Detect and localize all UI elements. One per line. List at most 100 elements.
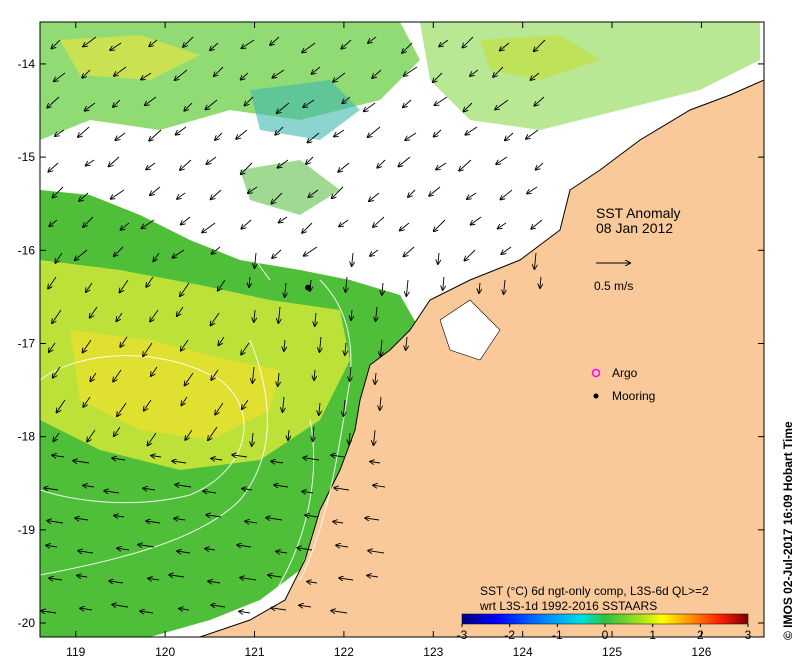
current-vector xyxy=(313,426,314,441)
current-vector xyxy=(252,366,254,383)
current-vector xyxy=(153,252,160,261)
current-vector xyxy=(239,611,251,613)
current-vector xyxy=(331,611,348,613)
current-vector xyxy=(79,192,89,201)
current-vector xyxy=(143,488,156,490)
current-vector xyxy=(526,129,539,139)
current-vector xyxy=(90,372,97,381)
current-vector xyxy=(297,548,313,550)
current-vector xyxy=(332,186,344,198)
current-vector xyxy=(248,186,258,193)
current-vector xyxy=(41,611,57,613)
current-vector xyxy=(210,42,219,50)
current-vector xyxy=(307,582,318,583)
current-vector xyxy=(183,36,194,47)
current-vector xyxy=(80,608,93,610)
current-vector xyxy=(48,162,59,172)
current-vector xyxy=(500,189,513,199)
colorbar-tick-label: -2 xyxy=(504,628,515,642)
current-vector xyxy=(342,96,351,103)
current-vector xyxy=(49,342,56,352)
current-vector xyxy=(338,162,350,172)
current-vector xyxy=(53,432,60,441)
current-vectors xyxy=(41,36,546,613)
current-vector xyxy=(374,429,375,445)
current-vector xyxy=(172,461,187,463)
current-vector xyxy=(211,605,226,607)
lat-tick-label: -20 xyxy=(18,616,36,630)
current-vector xyxy=(498,222,507,229)
current-vector xyxy=(341,39,352,49)
current-vector xyxy=(52,39,61,48)
lon-tick-label: 123 xyxy=(423,645,443,659)
current-vector xyxy=(145,96,157,105)
current-vector xyxy=(236,129,248,139)
current-vector xyxy=(255,252,256,268)
current-vector xyxy=(138,545,155,547)
current-vector xyxy=(177,192,186,199)
current-vector xyxy=(146,521,161,523)
current-vector xyxy=(86,282,93,292)
current-vector xyxy=(172,249,185,258)
current-vector xyxy=(117,402,127,416)
current-vector xyxy=(151,456,162,457)
current-vector xyxy=(270,36,280,45)
current-vector xyxy=(536,162,544,170)
current-vector xyxy=(55,129,65,136)
current-vector xyxy=(237,545,252,547)
current-vector xyxy=(275,126,284,135)
current-vector xyxy=(365,518,380,520)
current-vector xyxy=(465,126,478,135)
current-vector xyxy=(215,132,223,140)
current-vector xyxy=(83,396,91,407)
current-vector xyxy=(333,72,346,82)
current-vector xyxy=(179,609,190,610)
current-vector xyxy=(148,432,157,445)
current-vector xyxy=(169,575,185,577)
current-vector xyxy=(83,216,94,227)
current-vector xyxy=(368,126,381,137)
north-sst-patches xyxy=(40,22,760,215)
current-vector xyxy=(174,518,186,520)
current-vector xyxy=(303,99,315,107)
current-vector xyxy=(339,578,354,580)
current-vector xyxy=(87,429,96,442)
colorbar-caption-1: SST (°C) 6d ngt-only comp, L3S-6d QL>=2 xyxy=(480,584,709,598)
current-vector xyxy=(175,69,188,80)
colorbar-tick-label: -1 xyxy=(552,628,563,642)
current-vector xyxy=(436,162,447,170)
current-vector xyxy=(278,159,289,168)
current-vector xyxy=(49,578,63,580)
current-vector xyxy=(54,72,66,81)
current-vector xyxy=(375,372,376,384)
current-vector xyxy=(464,102,473,111)
current-vector xyxy=(75,249,88,260)
lon-tick-label: 125 xyxy=(602,645,622,659)
vector-scale-label: 0.5 m/s xyxy=(594,279,633,293)
colorbar-ticks: -3 -2 -1 0 1 2 3 xyxy=(457,624,752,642)
current-vector xyxy=(77,576,88,577)
colorbar-tick-label: 3 xyxy=(745,628,752,642)
current-vector xyxy=(370,249,379,256)
current-vector xyxy=(434,96,448,105)
current-vector xyxy=(185,429,193,440)
current-vector xyxy=(351,309,352,320)
current-vector xyxy=(110,42,122,50)
current-vector xyxy=(120,222,130,230)
current-vector xyxy=(112,458,126,460)
current-vector xyxy=(149,39,158,46)
current-vector xyxy=(284,339,285,351)
argo-legend-icon xyxy=(591,368,601,378)
current-vector xyxy=(471,216,482,225)
colorbar-tick-label: -3 xyxy=(457,628,468,642)
current-vector xyxy=(115,132,126,140)
current-vector xyxy=(245,96,254,105)
current-vector xyxy=(315,312,316,326)
mooring-legend-label: Mooring xyxy=(612,389,655,403)
current-vector xyxy=(343,399,345,416)
current-vector xyxy=(90,306,98,318)
colorbar-caption-2: wrt L3S-1d 1992-2016 SSTAARS xyxy=(479,599,657,613)
colorbar-tick-label: 0 xyxy=(602,628,609,642)
map-title: SST Anomaly xyxy=(596,205,681,221)
